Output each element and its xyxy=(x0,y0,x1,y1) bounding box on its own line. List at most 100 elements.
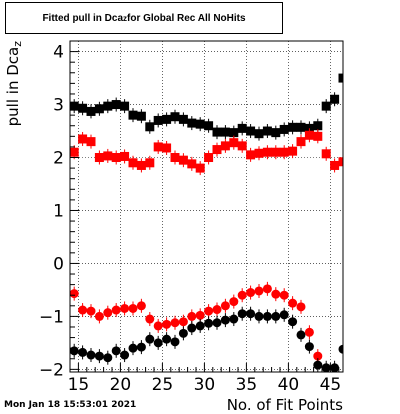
data-point xyxy=(204,306,214,316)
data-point xyxy=(111,346,121,356)
data-point xyxy=(262,147,272,157)
data-point xyxy=(153,338,163,348)
data-point xyxy=(111,305,121,315)
data-point xyxy=(254,311,264,321)
data-point xyxy=(162,114,172,124)
data-point xyxy=(304,327,314,337)
data-point xyxy=(70,101,79,111)
data-point xyxy=(204,318,214,328)
data-point xyxy=(296,302,306,312)
data-point xyxy=(271,147,281,157)
data-point xyxy=(70,346,79,356)
data-point xyxy=(187,311,197,321)
data-point xyxy=(220,141,230,151)
data-point xyxy=(246,126,256,136)
series-2 xyxy=(70,281,323,364)
data-point xyxy=(288,122,298,132)
data-point xyxy=(178,317,188,327)
data-point xyxy=(304,342,314,352)
data-point xyxy=(212,145,222,155)
data-point xyxy=(246,309,256,319)
data-point xyxy=(120,151,130,161)
x-axis-label: No. of Fit Points xyxy=(227,396,343,414)
data-point xyxy=(128,303,138,313)
data-point xyxy=(262,126,272,136)
data-point xyxy=(170,337,180,347)
data-point xyxy=(136,342,146,352)
data-point xyxy=(187,323,197,333)
data-point xyxy=(279,290,289,300)
data-point xyxy=(212,127,222,137)
data-point xyxy=(237,290,247,300)
data-point xyxy=(195,119,205,129)
data-point xyxy=(195,163,205,173)
data-point xyxy=(78,134,88,144)
x-tick-label: 35 xyxy=(236,375,258,395)
data-point xyxy=(279,310,289,320)
data-point xyxy=(153,321,163,331)
x-tick-label: 20 xyxy=(110,375,132,395)
chart-title: Fitted pull in Dca z for Global Rec All N… xyxy=(5,2,283,34)
data-point xyxy=(229,297,239,307)
data-point xyxy=(120,350,130,360)
data-point xyxy=(338,344,343,354)
y-axis-label: pull in Dcaz xyxy=(4,41,24,127)
data-point xyxy=(288,146,298,156)
data-point xyxy=(94,153,104,163)
data-point xyxy=(296,122,306,132)
data-point xyxy=(330,363,340,372)
data-point xyxy=(178,328,188,338)
data-point xyxy=(321,149,331,159)
y-axis-label-main: pull in Dca xyxy=(4,47,22,127)
data-point xyxy=(296,137,306,147)
timestamp-footer: Mon Jan 18 15:53:01 2021 xyxy=(4,400,137,410)
data-point xyxy=(338,73,343,83)
data-point xyxy=(170,153,180,163)
data-point xyxy=(288,317,298,327)
y-tick-label: 4 xyxy=(53,43,64,63)
data-point xyxy=(136,301,146,311)
axis-ticks: 15 20 25 30 35 40 45 −2 −1 0 1 2 3 4 xyxy=(39,43,341,395)
data-point xyxy=(313,121,323,131)
data-point xyxy=(178,114,188,124)
data-point xyxy=(103,353,113,363)
data-point xyxy=(330,160,340,170)
data-point xyxy=(338,157,343,167)
data-point xyxy=(330,94,340,104)
data-point xyxy=(246,150,256,160)
data-point xyxy=(187,118,197,128)
data-point xyxy=(212,318,222,328)
title-subscript: z xyxy=(123,13,128,23)
y-tick-label: −2 xyxy=(39,360,64,380)
data-point xyxy=(271,128,281,138)
title-main: Fitted pull in Dca xyxy=(42,12,124,24)
data-point xyxy=(94,311,104,321)
data-point xyxy=(111,153,121,163)
x-tick-label: 45 xyxy=(320,375,342,395)
data-point xyxy=(94,351,104,361)
data-point xyxy=(254,148,264,158)
data-point xyxy=(288,298,298,308)
x-tick-label: 25 xyxy=(152,375,174,395)
data-point xyxy=(313,360,323,370)
data-point xyxy=(304,130,314,140)
data-point xyxy=(162,143,172,153)
series-0 xyxy=(70,71,343,141)
y-tick-label: 1 xyxy=(53,201,64,221)
data-point xyxy=(313,131,323,141)
title-rest: for Global Rec All NoHits xyxy=(127,12,246,24)
y-tick-label: 2 xyxy=(53,149,64,169)
data-point xyxy=(70,147,79,157)
data-point xyxy=(195,310,205,320)
data-point xyxy=(120,101,130,111)
data-point xyxy=(153,142,163,152)
series-1 xyxy=(70,128,343,176)
data-point xyxy=(86,137,96,147)
x-tick-label: 15 xyxy=(68,375,90,395)
data-point xyxy=(279,147,289,157)
data-point xyxy=(237,123,247,133)
data-point xyxy=(94,104,104,114)
data-point xyxy=(103,101,113,111)
data-point xyxy=(229,138,239,148)
data-point xyxy=(220,127,230,137)
